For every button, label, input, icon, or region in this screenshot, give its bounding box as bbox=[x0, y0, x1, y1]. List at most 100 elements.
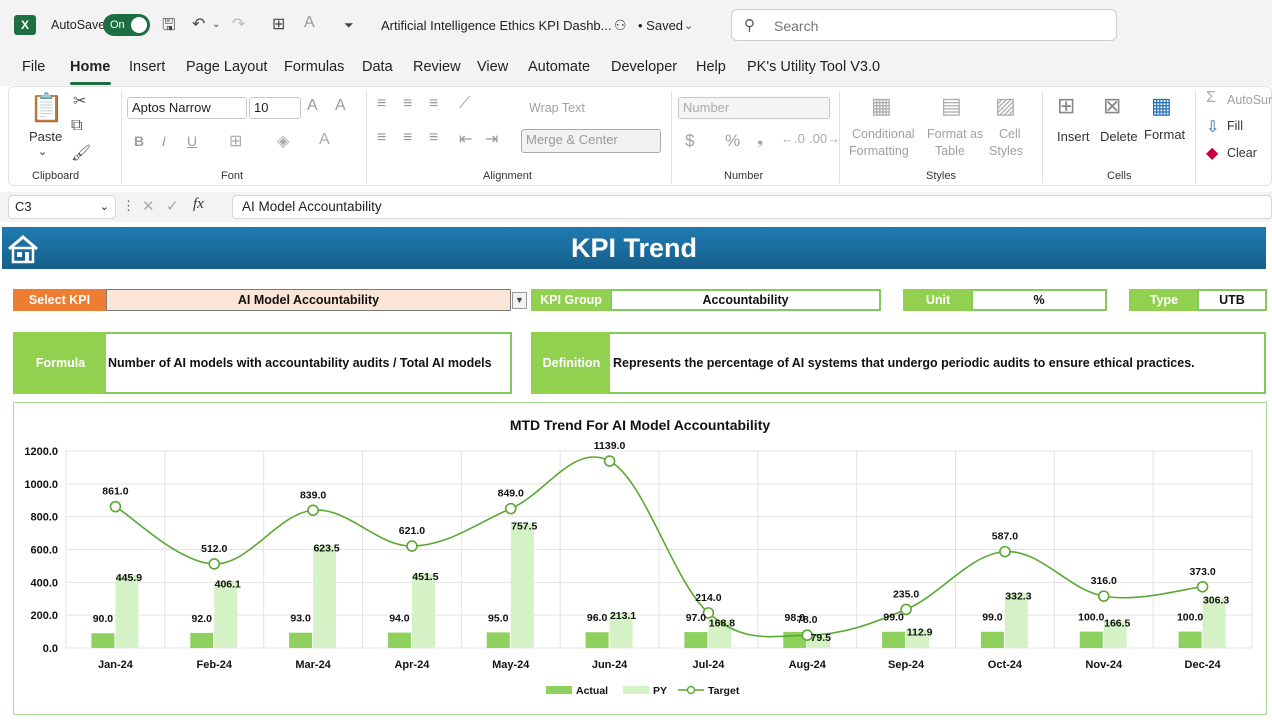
worksheet[interactable]: KPI Trend Select KPI AI Model Accountabi… bbox=[0, 222, 1272, 720]
legend-swatch-py bbox=[623, 686, 649, 694]
insert-function-button[interactable]: fx bbox=[193, 196, 204, 212]
wrap-text-button[interactable]: Wrap Text bbox=[529, 101, 585, 115]
name-box[interactable]: C3 ⌄ bbox=[8, 195, 116, 219]
format-as-table-button[interactable]: Format as bbox=[927, 127, 984, 141]
redo-icon[interactable]: ↷ bbox=[232, 16, 246, 33]
menu-formulas[interactable]: Formulas bbox=[284, 59, 345, 75]
copy-icon[interactable]: ⧉ bbox=[71, 117, 83, 134]
share-people-icon[interactable]: ⚇ bbox=[614, 17, 627, 33]
customize-qat-icon[interactable]: ⏷ bbox=[344, 18, 354, 32]
paste-icon[interactable]: 📋 bbox=[29, 92, 64, 123]
currency-button[interactable]: $ bbox=[685, 131, 695, 150]
undo-icon[interactable]: ↶ bbox=[192, 16, 206, 33]
font-size-select[interactable]: 10 bbox=[249, 97, 301, 119]
percent-button[interactable]: % bbox=[725, 131, 741, 150]
menu-developer[interactable]: Developer bbox=[611, 59, 678, 75]
cell-styles-icon[interactable]: ▨ bbox=[995, 93, 1016, 118]
fill-color-icon[interactable]: ◈ bbox=[277, 133, 290, 150]
more-options-icon[interactable]: ⋮ bbox=[122, 198, 135, 213]
decrease-decimal-icon[interactable]: .00→ bbox=[809, 131, 841, 146]
autosum-button[interactable]: AutoSur bbox=[1227, 93, 1272, 107]
paste-chevron-down-icon[interactable]: ⌄ bbox=[38, 146, 48, 158]
clear-button[interactable]: Clear bbox=[1227, 146, 1257, 160]
increase-decimal-icon[interactable]: ←.0 bbox=[781, 131, 805, 146]
insert-cells-button[interactable]: Insert bbox=[1057, 129, 1090, 144]
kpi-trend-chart[interactable]: MTD Trend For AI Model Accountability 0.… bbox=[13, 402, 1267, 715]
align-top-icon[interactable]: ≡ bbox=[377, 95, 387, 112]
font-color-icon[interactable]: A bbox=[319, 131, 330, 148]
format-as-table-icon[interactable]: ▤ bbox=[941, 93, 962, 118]
menu-utility-tool[interactable]: PK's Utility Tool V3.0 bbox=[747, 59, 881, 75]
format-as-table-label2[interactable]: Table bbox=[935, 144, 965, 158]
menu-automate[interactable]: Automate bbox=[528, 59, 591, 75]
select-kpi-dropdown[interactable]: AI Model Accountability bbox=[106, 289, 511, 311]
conditional-formatting-icon[interactable]: ▦ bbox=[871, 93, 892, 118]
decrease-font-icon[interactable]: A bbox=[335, 97, 346, 114]
borders-icon[interactable]: ⊞ bbox=[272, 16, 286, 33]
clear-icon[interactable]: ◆ bbox=[1206, 145, 1219, 162]
conditional-formatting-label2[interactable]: Formatting bbox=[849, 144, 909, 158]
decrease-indent-icon[interactable]: ⇤ bbox=[459, 131, 473, 148]
toggle-knob bbox=[131, 17, 147, 33]
menu-insert[interactable]: Insert bbox=[129, 59, 166, 75]
format-painter-icon[interactable]: 🖌 bbox=[71, 145, 92, 162]
underline-button[interactable]: U bbox=[187, 133, 198, 149]
cut-icon[interactable]: ✂ bbox=[73, 93, 87, 110]
data-label-py: 451.5 bbox=[412, 571, 438, 583]
orientation-icon[interactable]: ⟋ bbox=[459, 95, 471, 112]
search-input[interactable] bbox=[774, 16, 1094, 36]
menu-review[interactable]: Review bbox=[413, 59, 461, 75]
align-left-icon[interactable]: ≡ bbox=[377, 129, 387, 146]
fill-icon[interactable]: ⇩ bbox=[1206, 119, 1220, 136]
save-icon[interactable]: 🖫 bbox=[162, 17, 176, 34]
undo-dropdown-icon[interactable]: ⌄ bbox=[212, 19, 221, 30]
paste-button[interactable]: Paste bbox=[29, 129, 63, 144]
data-label-py: 213.1 bbox=[610, 610, 636, 622]
align-center-icon[interactable]: ≡ bbox=[403, 129, 413, 146]
autosum-icon[interactable]: Σ bbox=[1206, 89, 1216, 106]
search-box[interactable]: ⚲ bbox=[731, 9, 1117, 41]
home-icon[interactable] bbox=[6, 234, 40, 264]
number-format-select[interactable]: Number bbox=[678, 97, 830, 119]
confirm-edit-icon[interactable]: ✓ bbox=[166, 198, 179, 215]
menu-file[interactable]: File bbox=[22, 59, 46, 75]
menu-data[interactable]: Data bbox=[362, 59, 393, 75]
italic-button[interactable]: I bbox=[162, 133, 166, 149]
menu-page-layout[interactable]: Page Layout bbox=[186, 59, 268, 75]
delete-cells-button[interactable]: Delete bbox=[1100, 129, 1138, 144]
font-color-icon[interactable]: A bbox=[304, 14, 315, 31]
kpi-dropdown-chevron-down-icon[interactable]: ▼ bbox=[512, 292, 527, 309]
comma-style-icon[interactable]: ❟ bbox=[757, 131, 764, 148]
menu-home[interactable]: Home bbox=[70, 59, 111, 75]
x-tick-label: May-24 bbox=[492, 659, 530, 671]
format-cells-button[interactable]: Format bbox=[1144, 127, 1186, 142]
saved-chevron-down-icon[interactable]: ⌄ bbox=[684, 20, 694, 32]
cancel-edit-icon[interactable]: ✕ bbox=[142, 198, 155, 215]
format-cells-icon[interactable]: ▦ bbox=[1151, 93, 1172, 118]
saved-status[interactable]: • Saved bbox=[638, 18, 684, 33]
merge-center-button[interactable]: Merge & Center bbox=[521, 129, 661, 153]
font-name-select[interactable]: Aptos Narrow bbox=[127, 97, 247, 119]
x-tick-label: Jun-24 bbox=[592, 659, 628, 671]
align-right-icon[interactable]: ≡ bbox=[429, 129, 439, 146]
increase-indent-icon[interactable]: ⇥ bbox=[485, 131, 499, 148]
delete-cells-icon[interactable]: ⊠ bbox=[1103, 93, 1122, 118]
cell-styles-label2[interactable]: Styles bbox=[989, 144, 1024, 158]
data-label-actual: 90.0 bbox=[93, 613, 114, 625]
fill-button[interactable]: Fill bbox=[1227, 119, 1243, 133]
increase-font-icon[interactable]: A bbox=[307, 97, 318, 114]
borders-icon[interactable]: ⊞ bbox=[229, 133, 243, 150]
formula-input[interactable]: AI Model Accountability bbox=[232, 195, 1272, 219]
align-bottom-icon[interactable]: ≡ bbox=[429, 95, 439, 112]
menu-view[interactable]: View bbox=[477, 59, 509, 75]
conditional-formatting-button[interactable]: Conditional bbox=[852, 127, 915, 141]
align-middle-icon[interactable]: ≡ bbox=[403, 95, 413, 112]
autosave-toggle[interactable]: On bbox=[103, 14, 150, 36]
cell-styles-button[interactable]: Cell bbox=[999, 127, 1021, 141]
insert-cells-icon[interactable]: ⊞ bbox=[1057, 93, 1076, 118]
name-box-chevron-down-icon[interactable]: ⌄ bbox=[99, 201, 109, 213]
chart-title: MTD Trend For AI Model Accountability bbox=[510, 417, 771, 433]
menu-help[interactable]: Help bbox=[696, 59, 726, 75]
bar-actual bbox=[684, 632, 708, 648]
bold-button[interactable]: B bbox=[134, 133, 145, 149]
